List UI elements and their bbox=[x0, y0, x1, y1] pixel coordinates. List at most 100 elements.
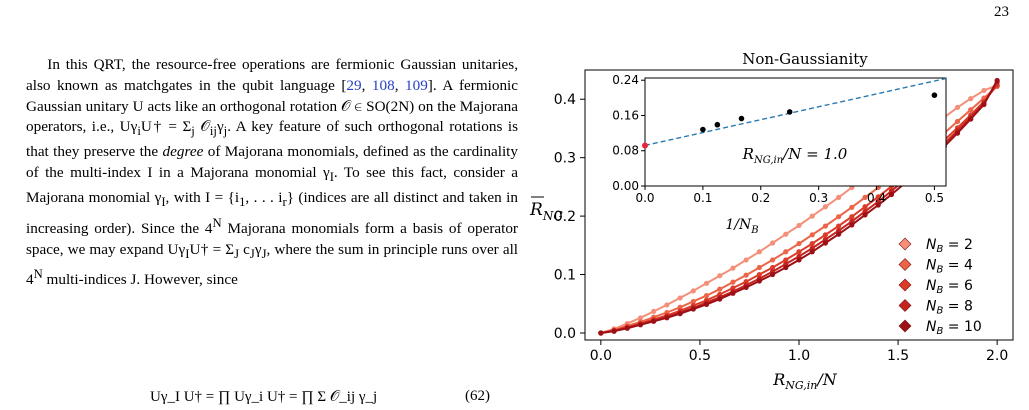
series-point-nb-4-0 bbox=[598, 330, 604, 336]
series-point-nb-2-3 bbox=[637, 319, 644, 325]
inset-annotation: RNG,in/N = 1.0 bbox=[742, 145, 848, 166]
inset-fit-line bbox=[644, 77, 947, 147]
series-point-nb-3-11 bbox=[743, 278, 749, 285]
series-point-nb-1-27 bbox=[954, 104, 961, 111]
series-point-nb-3-19 bbox=[849, 214, 855, 220]
series-point-nb-3-2 bbox=[624, 324, 630, 330]
inset-x-tick-label-3: 0.3 bbox=[809, 191, 828, 205]
series-point-nb-1-25 bbox=[928, 124, 934, 130]
series-point-nb-3-22 bbox=[888, 183, 895, 189]
series-point-nb-4-30 bbox=[994, 79, 1000, 85]
y-tick-label-1: 0.1 bbox=[554, 268, 576, 284]
series-point-nb-3-20 bbox=[862, 204, 868, 210]
series-point-nb-4-24 bbox=[915, 165, 921, 171]
series-point-nb-3-0 bbox=[598, 330, 604, 336]
series-point-nb-5-30 bbox=[994, 77, 1000, 84]
series-point-nb-4-28 bbox=[968, 114, 974, 120]
series-point-nb-2-14 bbox=[783, 249, 789, 255]
equation-62: Uγ_I U† = ∏ Uγ_i U† = ∏ Σ 𝒪_ij γ_j (62) bbox=[150, 388, 520, 406]
chart-title: Non-Gaussianity bbox=[742, 50, 868, 68]
legend-marker-3 bbox=[898, 278, 912, 292]
series-point-nb-3-21 bbox=[875, 194, 881, 200]
series-point-nb-2-4 bbox=[651, 314, 657, 320]
series-line-nb-5 bbox=[600, 80, 998, 334]
inset-x-axis-label: 1/NB bbox=[725, 217, 758, 236]
inset-x-tick-label-2: 0.2 bbox=[751, 191, 770, 205]
series-point-nb-2-18 bbox=[836, 214, 842, 220]
series-point-nb-2-17 bbox=[822, 223, 829, 229]
series-point-nb-3-18 bbox=[836, 223, 842, 229]
series-point-nb-5-1 bbox=[611, 328, 617, 334]
series-point-nb-2-13 bbox=[769, 257, 776, 263]
series-point-nb-2-26 bbox=[941, 130, 947, 136]
main-series-group bbox=[598, 77, 1000, 336]
citation-link-29[interactable]: 29 bbox=[346, 76, 362, 94]
series-point-nb-3-25 bbox=[928, 149, 934, 156]
inset-point-4 bbox=[931, 92, 938, 98]
series-point-nb-2-21 bbox=[875, 184, 881, 191]
series-point-nb-5-6 bbox=[677, 311, 683, 317]
series-point-nb-5-27 bbox=[954, 130, 961, 136]
series-point-nb-1-21 bbox=[875, 164, 881, 171]
inset-point-2 bbox=[738, 115, 745, 122]
series-point-nb-5-20 bbox=[862, 212, 868, 218]
series-point-nb-5-12 bbox=[756, 278, 762, 284]
inset-plot-frame bbox=[644, 77, 947, 187]
series-point-nb-3-28 bbox=[968, 112, 974, 118]
series-point-nb-1-12 bbox=[756, 249, 762, 255]
series-point-nb-3-14 bbox=[783, 257, 789, 263]
series-point-nb-2-1 bbox=[611, 327, 617, 333]
series-point-nb-1-4 bbox=[651, 308, 657, 314]
inset-y-tick-label-1: 0.08 bbox=[612, 144, 639, 158]
series-point-nb-5-3 bbox=[637, 322, 644, 328]
citation-link-109[interactable]: 109 bbox=[405, 76, 428, 94]
inset-point-3 bbox=[786, 109, 793, 115]
series-point-nb-4-7 bbox=[690, 305, 696, 311]
series-point-nb-3-4 bbox=[651, 316, 657, 323]
series-point-nb-4-23 bbox=[902, 177, 908, 183]
series-point-nb-5-24 bbox=[915, 169, 921, 175]
legend: NB = 2 NB = 4 NB = 6 NB = 8 NB = 10 bbox=[898, 237, 982, 337]
series-point-nb-1-30 bbox=[994, 82, 1000, 88]
series-point-nb-2-29 bbox=[981, 95, 987, 101]
series-point-nb-1-28 bbox=[968, 96, 974, 102]
inset-x-tick-label-5: 0.5 bbox=[925, 191, 944, 205]
series-point-nb-4-5 bbox=[664, 314, 670, 320]
series-point-nb-4-8 bbox=[703, 299, 710, 306]
series-point-nb-2-11 bbox=[743, 272, 749, 278]
series-point-nb-4-2 bbox=[624, 325, 630, 331]
series-point-nb-4-6 bbox=[677, 309, 683, 316]
series-point-nb-4-21 bbox=[875, 198, 881, 205]
legend-label-3: NB = 6 bbox=[926, 278, 973, 296]
series-point-nb-1-9 bbox=[717, 273, 723, 279]
citation-link-108[interactable]: 108 bbox=[371, 76, 395, 94]
series-point-nb-1-18 bbox=[836, 194, 842, 201]
series-point-nb-5-0 bbox=[598, 330, 604, 336]
series-point-nb-1-20 bbox=[862, 174, 868, 181]
main-axes: 0.0 0.5 1.0 1.5 2.0 0.0 0.1 0.2 0.3 0.4 bbox=[554, 92, 1009, 364]
series-point-nb-1-17 bbox=[822, 204, 829, 210]
inset-axes: 0.0 0.1 0.2 0.3 0.4 0.5 0.00 0.08 0.16 0.24 bbox=[612, 73, 944, 205]
equation-body: Uγ_I U† = ∏ Uγ_i U† = ∏ Σ 𝒪_ij γ_j bbox=[150, 389, 378, 405]
series-point-nb-3-26 bbox=[941, 137, 947, 143]
inset-series-group bbox=[642, 77, 947, 149]
inset-x-tick-label-4: 0.4 bbox=[867, 191, 886, 205]
series-point-nb-1-8 bbox=[703, 280, 710, 286]
inset-point-1 bbox=[714, 121, 721, 128]
series-point-nb-1-24 bbox=[915, 134, 921, 140]
series-point-nb-5-9 bbox=[717, 296, 723, 302]
series-point-nb-1-3 bbox=[637, 315, 644, 321]
series-point-nb-5-7 bbox=[690, 306, 696, 312]
series-point-nb-5-25 bbox=[928, 156, 934, 163]
inset-y-tick-label-3: 0.24 bbox=[612, 73, 639, 87]
series-point-nb-4-19 bbox=[849, 218, 855, 224]
series-point-nb-1-15 bbox=[796, 222, 802, 229]
inset-extrapolated-point bbox=[642, 142, 648, 149]
x-tick-label-0: 0.0 bbox=[590, 348, 612, 364]
series-point-nb-2-30 bbox=[994, 83, 1000, 89]
series-point-nb-3-5 bbox=[664, 312, 670, 319]
series-point-nb-4-15 bbox=[796, 253, 802, 260]
series-point-nb-4-16 bbox=[809, 245, 815, 251]
series-point-nb-4-17 bbox=[822, 236, 829, 243]
legend-label-2: NB = 4 bbox=[926, 258, 973, 276]
